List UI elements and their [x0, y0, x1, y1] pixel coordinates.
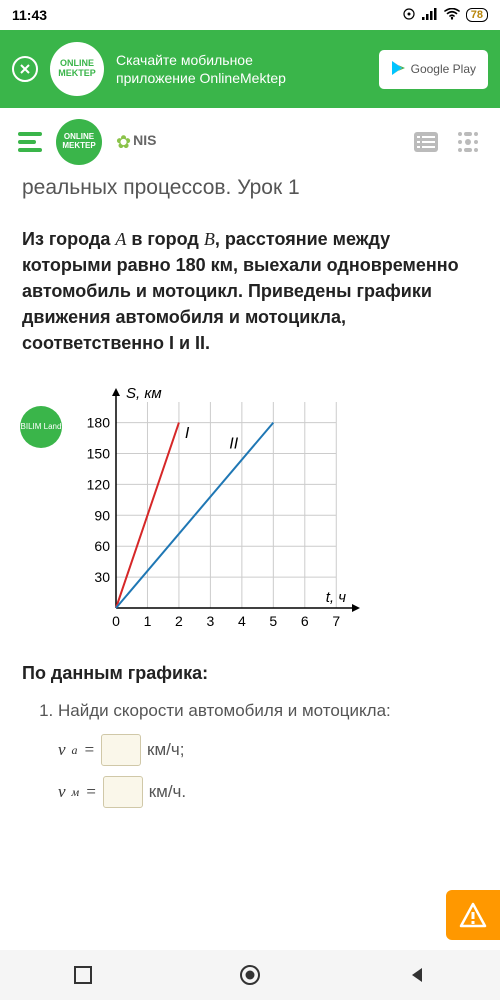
google-play-button[interactable]: Google Play [379, 50, 488, 89]
nis-swirl-icon: ✿ [116, 132, 131, 153]
status-time: 11:43 [12, 7, 47, 23]
problem-A: A [115, 229, 126, 249]
battery-indicator: 78 [466, 8, 488, 22]
problem-p1: Из города [22, 229, 115, 249]
svg-text:6: 6 [301, 613, 309, 629]
equals-1: = [84, 737, 95, 763]
svg-text:60: 60 [94, 539, 110, 555]
svg-text:180: 180 [87, 415, 111, 431]
va-sub: a [72, 741, 78, 759]
ad-text-line2: приложение OnlineMektep [116, 69, 367, 87]
svg-text:1: 1 [144, 613, 152, 629]
va-input[interactable] [101, 734, 141, 766]
nav-recent-button[interactable] [67, 959, 99, 991]
vm-input[interactable] [103, 776, 143, 808]
svg-text:I: I [185, 426, 190, 443]
ad-logo: ONLINE MEKTEP [50, 42, 104, 96]
formula-va: va = км/ч; [58, 734, 478, 766]
unit-a: км/ч; [147, 737, 184, 763]
svg-text:3: 3 [207, 613, 215, 629]
problem-p2: в город [126, 229, 204, 249]
play-store-icon [391, 60, 405, 79]
nav-back-button[interactable] [401, 959, 433, 991]
globe-icon[interactable] [454, 128, 482, 156]
svg-text:4: 4 [238, 613, 246, 629]
app-bar: ONLINE MEKTEP ✿ NIS [0, 108, 500, 176]
svg-text:5: 5 [269, 613, 277, 629]
svg-text:0: 0 [112, 613, 120, 629]
ad-text: Скачайте мобильное приложение OnlineMekt… [116, 51, 367, 87]
svg-text:II: II [229, 436, 238, 453]
questions-heading: По данным графика: [22, 663, 478, 684]
svg-text:S, км: S, км [126, 385, 162, 402]
va-symbol: v [58, 737, 66, 763]
app-logo[interactable]: ONLINE MEKTEP [56, 119, 102, 165]
nis-label: NIS [133, 132, 156, 148]
svg-text:90: 90 [94, 508, 110, 524]
question-block: Найди скорости автомобиля и мотоцикла: v… [22, 698, 478, 808]
play-store-label: Google Play [411, 62, 476, 76]
chart-area: BILIM Land 30 60 90 120 150 180 0 1 2 3 4 5 6 7 S, км t… [22, 378, 478, 643]
android-nav-bar [0, 950, 500, 1000]
nav-home-button[interactable] [234, 959, 266, 991]
svg-text:30: 30 [94, 570, 110, 586]
status-right: 78 [402, 7, 488, 24]
ad-text-line1: Скачайте мобильное [116, 51, 367, 69]
warning-button[interactable] [446, 890, 500, 940]
list-icon[interactable] [412, 128, 440, 156]
nis-logo: ✿ NIS [116, 132, 156, 153]
signal-icon [422, 7, 438, 23]
vm-symbol: v [58, 779, 66, 805]
wifi-icon [444, 7, 460, 23]
problem-B: B [204, 229, 215, 249]
problem-statement: Из города A в город B, расстояние между … [22, 226, 478, 356]
equals-2: = [85, 779, 96, 805]
content-area: реальных процессов. Урок 1 Из города A в… [0, 176, 500, 808]
motion-chart: 30609012015018001234567S, кмt, чIII [72, 378, 362, 638]
menu-icon[interactable] [18, 132, 42, 152]
svg-text:2: 2 [175, 613, 183, 629]
voice-icon [402, 7, 416, 24]
ad-close-button[interactable] [12, 56, 38, 82]
svg-text:t, ч: t, ч [326, 589, 347, 606]
formula-vm: vм = км/ч. [58, 776, 478, 808]
bilim-badge: BILIM Land [20, 406, 62, 448]
status-bar: 11:43 78 [0, 0, 500, 30]
lesson-title: реальных процессов. Урок 1 [22, 176, 478, 200]
question-1: Найди скорости автомобиля и мотоцикла: [58, 698, 478, 724]
unit-m: км/ч. [149, 779, 186, 805]
svg-text:7: 7 [332, 613, 340, 629]
svg-text:120: 120 [87, 477, 111, 493]
svg-text:150: 150 [87, 446, 111, 462]
vm-sub: м [72, 783, 80, 801]
ad-banner: ONLINE MEKTEP Скачайте мобильное приложе… [0, 30, 500, 108]
